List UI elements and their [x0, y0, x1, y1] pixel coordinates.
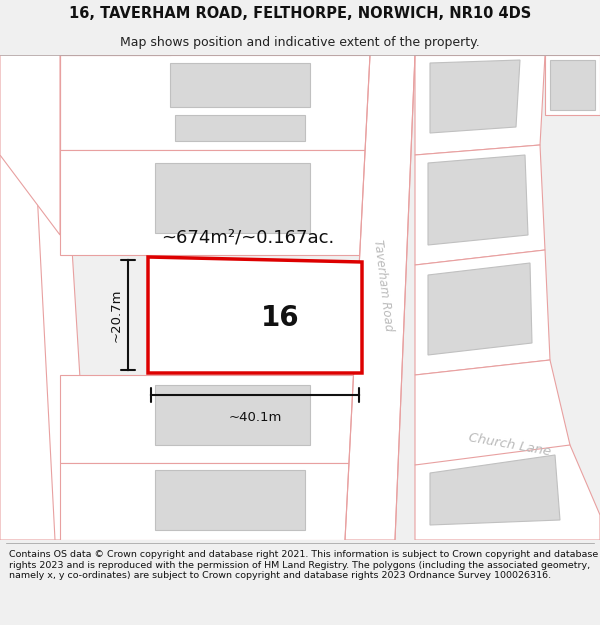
Text: Church Lane: Church Lane [468, 431, 552, 459]
Polygon shape [428, 155, 528, 245]
Polygon shape [415, 360, 570, 475]
Polygon shape [60, 55, 370, 150]
Polygon shape [60, 463, 370, 540]
Text: ~20.7m: ~20.7m [110, 288, 123, 342]
Polygon shape [415, 445, 600, 540]
Polygon shape [0, 55, 90, 540]
Polygon shape [170, 63, 310, 107]
Text: Contains OS data © Crown copyright and database right 2021. This information is : Contains OS data © Crown copyright and d… [9, 550, 598, 580]
Polygon shape [210, 275, 315, 363]
Polygon shape [60, 375, 370, 463]
Polygon shape [430, 60, 520, 133]
Polygon shape [550, 60, 595, 110]
Text: Taverham Road: Taverham Road [371, 238, 395, 332]
Polygon shape [175, 115, 305, 141]
Text: 16: 16 [260, 304, 299, 332]
Polygon shape [155, 385, 310, 445]
Polygon shape [428, 263, 532, 355]
Polygon shape [148, 257, 362, 373]
Text: 16, TAVERHAM ROAD, FELTHORPE, NORWICH, NR10 4DS: 16, TAVERHAM ROAD, FELTHORPE, NORWICH, N… [69, 6, 531, 21]
Polygon shape [155, 163, 310, 233]
Text: ~674m²/~0.167ac.: ~674m²/~0.167ac. [161, 228, 335, 246]
Polygon shape [415, 55, 545, 155]
Text: Map shows position and indicative extent of the property.: Map shows position and indicative extent… [120, 36, 480, 49]
Text: ~40.1m: ~40.1m [229, 411, 281, 424]
Polygon shape [345, 55, 415, 540]
Polygon shape [0, 55, 60, 235]
Polygon shape [415, 145, 545, 265]
Polygon shape [60, 150, 370, 255]
Polygon shape [430, 455, 560, 525]
Polygon shape [415, 250, 550, 375]
Polygon shape [155, 470, 305, 530]
Polygon shape [545, 55, 600, 115]
